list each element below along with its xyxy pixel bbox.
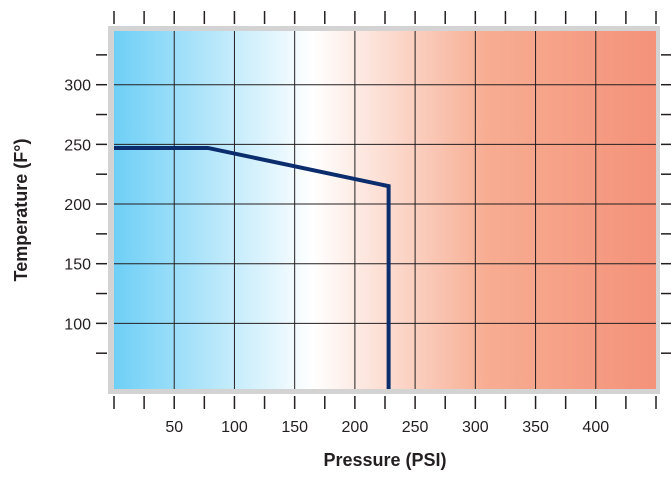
y-axis-title: Temperature (F°) [11, 139, 31, 282]
tick-labels: 50 100 150 200 250 300 350 400 100 150 200 250 300 [64, 78, 609, 436]
x-tick-label-250: 250 [402, 419, 429, 436]
y-tick-label-200: 200 [64, 197, 91, 214]
y-tick-label-150: 150 [64, 257, 91, 274]
x-tick-label-100: 100 [221, 419, 248, 436]
x-tick-label-400: 400 [582, 419, 609, 436]
x-tick-label-50: 50 [165, 419, 183, 436]
x-axis-title: Pressure (PSI) [323, 450, 446, 470]
series-line-0 [114, 145, 391, 389]
grid [114, 31, 656, 389]
axis-ticks [96, 11, 671, 409]
x-tick-label-200: 200 [342, 419, 369, 436]
series-group [113, 145, 391, 390]
x-tick-label-350: 350 [522, 419, 549, 436]
y-tick-label-100: 100 [64, 316, 91, 333]
plot-area [114, 31, 656, 389]
x-tick-label-300: 300 [462, 419, 489, 436]
y-tick-label-250: 250 [64, 137, 91, 154]
y-tick-label-300: 300 [64, 78, 91, 95]
x-tick-label-150: 150 [281, 419, 308, 436]
